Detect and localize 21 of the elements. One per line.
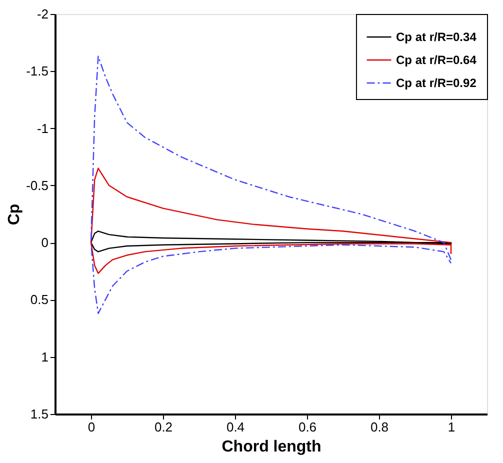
legend-label: Cp at r/R=0.34 bbox=[396, 30, 477, 44]
y-tick-label: -1.5 bbox=[26, 64, 48, 79]
y-tick-label: 1.5 bbox=[30, 406, 48, 422]
y-tick-label: -2 bbox=[36, 6, 48, 22]
y-tick-label: 1 bbox=[41, 349, 48, 364]
x-tick-label: 0.4 bbox=[226, 420, 245, 434]
legend-label: Cp at r/R=0.92 bbox=[396, 76, 477, 90]
y-tick-label: -1 bbox=[36, 120, 48, 136]
line-series bbox=[90, 230, 452, 252]
x-tick-label: 0.6 bbox=[298, 420, 317, 434]
y-axis-title: Cp bbox=[6, 204, 24, 226]
legend-label: Cp at r/R=0.64 bbox=[396, 53, 477, 67]
x-tick-label: 1 bbox=[448, 420, 456, 434]
x-tick-label: 0.2 bbox=[154, 420, 173, 434]
x-tick-label: 0.8 bbox=[370, 420, 389, 434]
x-tick-label: 0 bbox=[88, 420, 96, 434]
x-axis-title: Chord length bbox=[222, 438, 322, 456]
y-tick-label: -0.5 bbox=[26, 178, 48, 193]
y-tick-label: 0 bbox=[41, 235, 48, 250]
y-tick-label: 0.5 bbox=[30, 292, 48, 308]
line-series bbox=[90, 168, 452, 274]
